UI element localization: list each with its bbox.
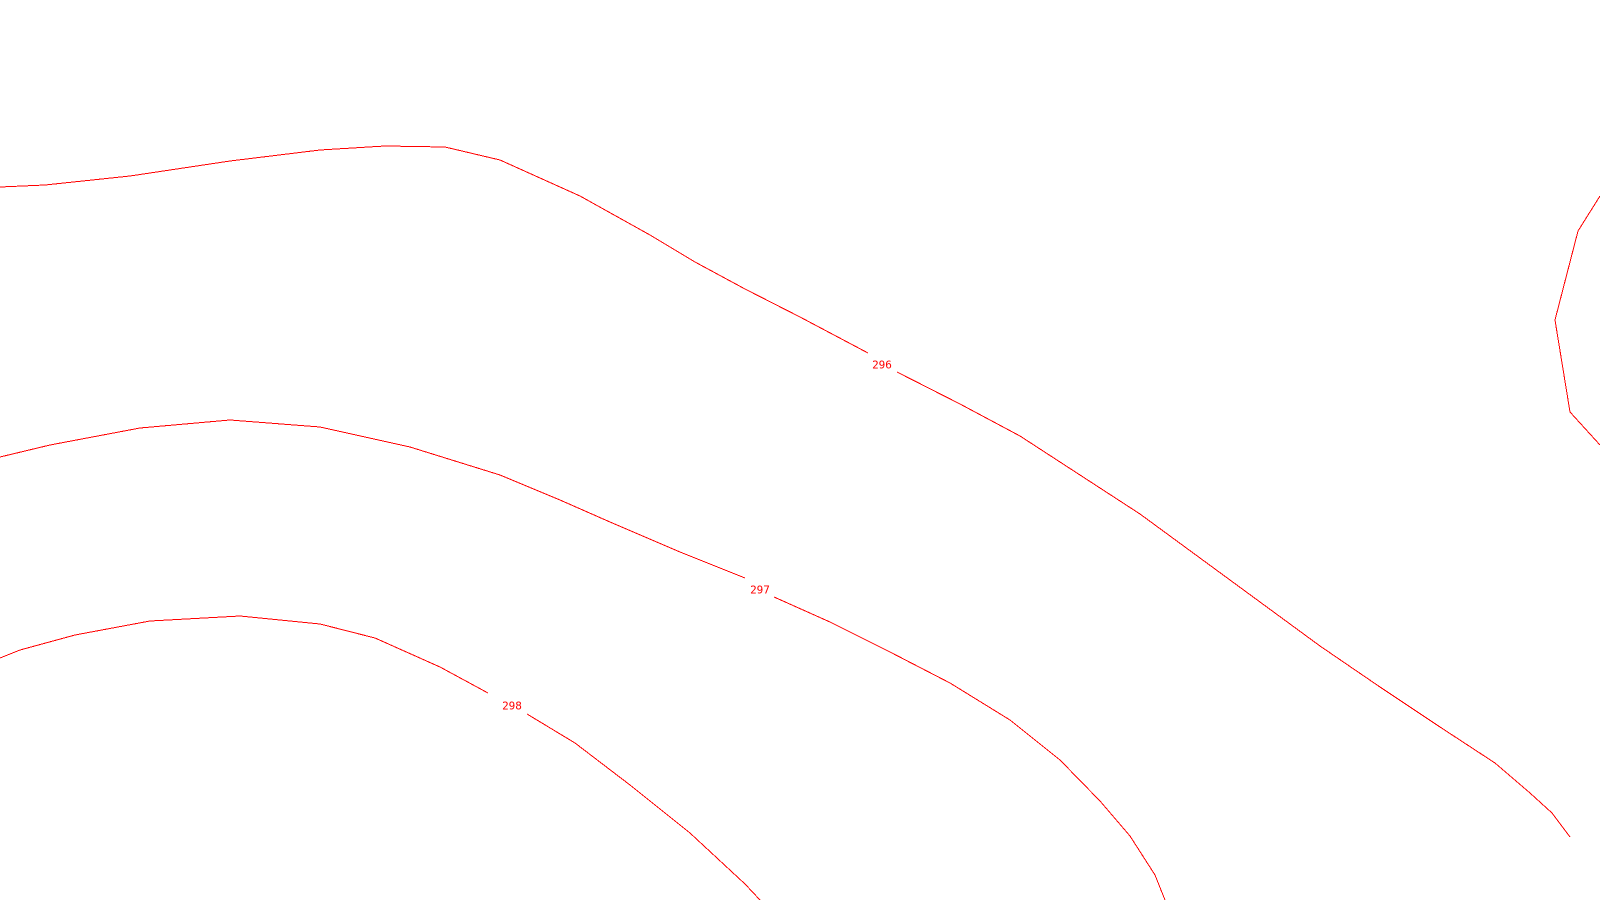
contour-298-line-segment-a [0, 615, 489, 694]
contour-right-edge [1554, 195, 1600, 446]
contour-297-line-segment-b [773, 596, 1166, 900]
contour-298-label: 298 [502, 700, 522, 713]
contour-298: 298 [0, 615, 761, 900]
contour-296-line-segment-b [896, 371, 1571, 838]
contour-296: 296 [0, 145, 1571, 838]
contour-298-line-segment-b [526, 713, 761, 900]
contour-296-label: 296 [872, 359, 892, 372]
contour-296-line-segment-a [0, 145, 869, 354]
contour-297: 297 [0, 419, 1166, 900]
contour-297-line-segment-a [0, 419, 746, 579]
contour-297-label: 297 [750, 584, 770, 597]
contour-right-edge-line [1554, 195, 1600, 446]
